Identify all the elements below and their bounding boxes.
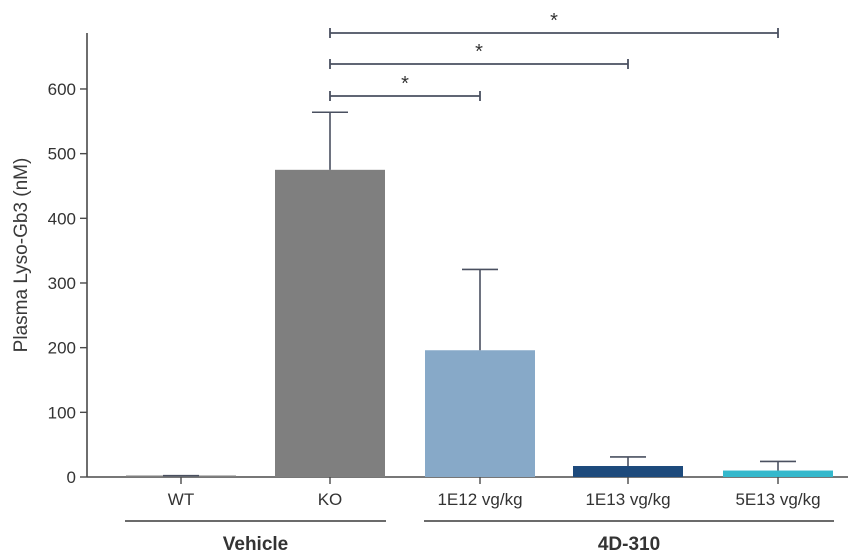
significance-label: * (475, 41, 483, 63)
bar (723, 470, 833, 477)
x-tick-label: WT (168, 490, 194, 509)
y-tick-label: 500 (48, 145, 76, 164)
error-bars (163, 111, 796, 477)
y-axis: 0 100 200 300 400 500 600 (48, 33, 88, 487)
significance-bracket (329, 28, 779, 38)
y-tick-label: 600 (48, 80, 76, 99)
group-label: Vehicle (223, 534, 289, 555)
significance-label: * (550, 10, 558, 32)
x-tick-label: 1E12 vg/kg (437, 490, 522, 509)
group-labels: Vehicle 4D-310 (125, 520, 834, 555)
significance-label: * (401, 73, 409, 95)
y-tick-label: 100 (48, 403, 76, 422)
y-tick-label: 400 (48, 209, 76, 228)
x-tick-label: 5E13 vg/kg (735, 490, 820, 509)
bar (275, 169, 385, 477)
group-label: 4D-310 (598, 534, 660, 555)
bar (573, 466, 683, 477)
bar (425, 350, 535, 477)
y-tick-label: 300 (48, 274, 76, 293)
y-axis-label: Plasma Lyso-Gb3 (nM) (11, 158, 32, 353)
significance-brackets: * * * (329, 10, 779, 101)
x-tick-label: 1E13 vg/kg (585, 490, 670, 509)
y-tick-label: 0 (67, 468, 76, 487)
x-axis: WT KO 1E12 vg/kg 1E13 vg/kg 5E13 vg/kg (87, 476, 848, 509)
significance-bracket (329, 59, 629, 69)
x-tick-label: KO (318, 490, 343, 509)
bars (126, 169, 833, 477)
y-tick-label: 200 (48, 339, 76, 358)
significance-bracket (329, 91, 481, 101)
